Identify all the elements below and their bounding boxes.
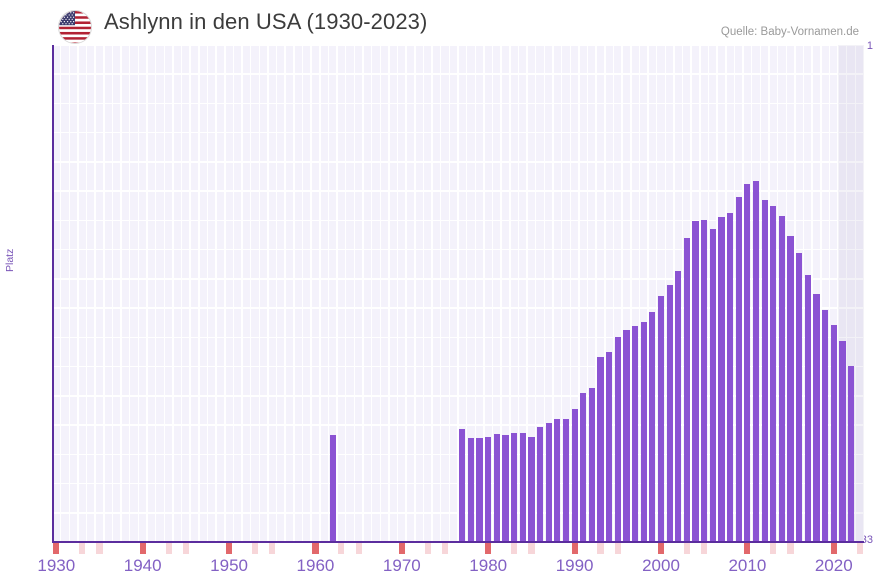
rail-marker-1970 [398,543,405,554]
bar-1991[interactable] [580,392,587,542]
horizontal-gridlines [52,45,864,542]
rail-marker-1950 [225,543,233,554]
bar-1986[interactable] [536,426,544,542]
rail-marker-1983 [511,543,518,554]
rail-marker-1965 [355,543,362,554]
bar-1997[interactable] [631,326,639,542]
bar-2002[interactable] [675,270,682,542]
bar-2001[interactable] [666,284,673,542]
bar-1998[interactable] [640,321,647,542]
x-axis-tick-1990: 1990 [555,556,594,575]
bar-1984[interactable] [519,433,526,542]
bar-2018[interactable] [813,293,820,542]
x-axis-tick-1980: 1980 [469,556,508,575]
rail-marker-2010 [744,543,751,554]
bar-2019[interactable] [822,310,829,542]
rail-marker-1975 [441,543,449,554]
x-axis-tick-2010: 2010 [728,556,767,575]
x-axis-line [52,541,864,543]
rail-marker-1985 [528,543,535,554]
bar-2014[interactable] [778,216,786,542]
bar-2005[interactable] [701,219,708,542]
rail-marker-2000 [657,543,665,554]
rail-marker-2013 [770,543,777,554]
bar-1980[interactable] [485,436,492,542]
bar-1995[interactable] [614,336,621,542]
page-title: Ashlynn in den USA (1930-2023) [104,9,428,34]
bar-2000[interactable] [657,296,665,542]
bar-2020[interactable] [830,325,837,542]
bar-2017[interactable] [804,274,811,542]
bar-2011[interactable] [752,180,760,542]
bar-1978[interactable] [467,438,475,542]
bar-2003[interactable] [683,237,691,542]
bar-2015[interactable] [787,235,794,542]
plot-area [52,45,864,542]
rail-marker-2015 [787,543,794,554]
rail-marker-2005 [701,543,708,554]
rail-marker-1930 [53,543,60,554]
rail-marker-2003 [683,543,691,554]
y-axis-title: Platz [4,248,16,272]
bar-2007[interactable] [718,217,725,542]
rail-marker-2020 [830,543,837,554]
bar-2010[interactable] [744,184,751,542]
bar-2006[interactable] [709,229,716,542]
rail-marker-1955 [269,543,276,554]
rail-marker-1973 [424,543,431,554]
rail-marker-1933 [79,543,86,554]
x-axis-tick-2000: 2000 [642,556,680,575]
rail-marker-1945 [182,543,189,554]
bar-2004[interactable] [692,221,699,542]
bar-1977[interactable] [459,429,466,542]
bar-2021[interactable] [839,340,846,542]
rail-marker-1990 [571,543,578,554]
bar-1989[interactable] [562,419,570,542]
rail-marker-1940 [139,543,146,554]
rail-marker-1960 [312,543,319,554]
bar-1994[interactable] [606,352,613,542]
us-flag-icon [58,10,92,44]
x-axis-tick-2020: 2020 [814,556,853,575]
rail-marker-1963 [338,543,345,554]
chart-header: Ashlynn in den USA (1930-2023) Quelle: B… [0,0,873,44]
bar-1981[interactable] [493,434,500,542]
bar-2016[interactable] [796,252,803,542]
rail-marker-1980 [485,543,492,554]
bar-1962[interactable] [329,435,336,542]
bar-1987[interactable] [545,422,552,542]
rail-marker-1993 [597,543,604,554]
bar-1979[interactable] [476,437,483,542]
bar-1999[interactable] [649,311,656,542]
bar-1985[interactable] [528,436,535,542]
rail-marker-1995 [614,543,621,554]
rail-marker-1953 [251,543,259,554]
bar-2009[interactable] [735,197,742,542]
y-axis-tick-top: 1 [866,40,873,52]
x-axis-tick-1960: 1960 [296,556,335,575]
bar-2008[interactable] [727,213,734,542]
x-axis-tick-1930: 1930 [37,556,76,575]
rail-marker-2023 [856,543,863,554]
rail-marker-1943 [165,543,172,554]
vertical-gridlines [52,45,864,542]
bar-1993[interactable] [597,356,604,542]
rail-marker-1935 [96,543,103,554]
source-attribution: Quelle: Baby-Vornamen.de [720,26,859,38]
bar-2012[interactable] [761,200,768,542]
x-axis-tick-1940: 1940 [123,556,162,575]
bar-1983[interactable] [511,432,518,542]
bar-1996[interactable] [623,329,630,542]
x-axis-tick-1950: 1950 [210,556,248,575]
bar-1982[interactable] [502,435,509,542]
bar-1988[interactable] [554,418,561,542]
x-axis-rail [52,543,864,554]
bar-2022[interactable] [847,365,855,542]
x-axis-tick-1970: 1970 [382,556,421,575]
bar-1992[interactable] [588,388,595,542]
bar-1990[interactable] [571,408,578,542]
bar-2013[interactable] [770,205,777,542]
y-axis-line [52,45,54,543]
